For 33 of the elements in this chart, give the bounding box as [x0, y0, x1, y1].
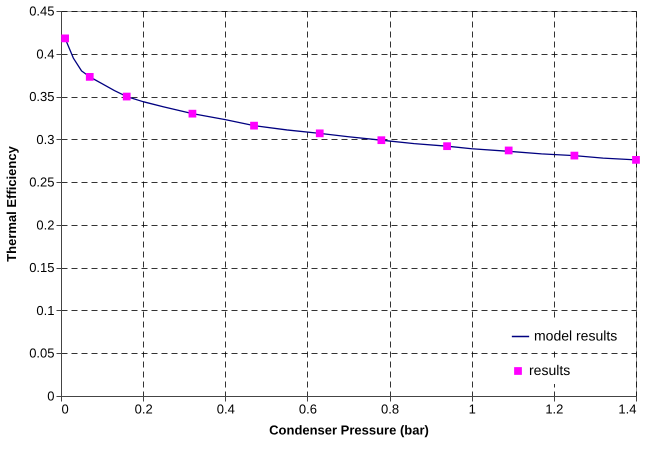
x-tick-label: 0.2: [134, 402, 153, 416]
point: [632, 156, 640, 164]
y-tick-label: 0.2: [36, 217, 54, 232]
x-tick-label: 0.6: [298, 402, 317, 416]
legend-label: model results: [534, 328, 618, 344]
point: [504, 146, 513, 154]
point: [250, 122, 258, 130]
point: [188, 110, 196, 118]
x-tick-label: 0: [62, 402, 69, 416]
legend-label: results: [529, 362, 570, 378]
y-tick-label: 0.4: [36, 46, 54, 62]
point: [316, 129, 324, 138]
y-axis-title: Thermal Efficiency: [4, 145, 20, 262]
x-axis-title: Condenser Pressure (bar): [269, 422, 429, 438]
y-tick-label: 0.05: [29, 346, 54, 361]
point: [122, 92, 131, 100]
y-tick-label: 0.45: [29, 4, 54, 18]
point: [61, 34, 69, 42]
y-tick-label: 0.3: [36, 132, 54, 147]
x-tick-label: 0.4: [216, 402, 235, 416]
y-tick-label: 0.15: [29, 260, 54, 276]
x-tick-label: 0.8: [381, 402, 400, 416]
x-tick-label: 1: [468, 402, 476, 416]
point: [377, 136, 386, 144]
y-tick-label: 0.1: [36, 302, 54, 318]
y-tick-label: 0.35: [29, 89, 54, 104]
x-tick-label: 1.4: [618, 402, 636, 416]
point: [570, 152, 578, 160]
y-tick-label: 0: [47, 388, 54, 404]
y-tick-label: 0.25: [29, 174, 54, 190]
point: [86, 73, 94, 81]
x-tick-label: 1.2: [545, 402, 564, 416]
point: [443, 142, 451, 150]
